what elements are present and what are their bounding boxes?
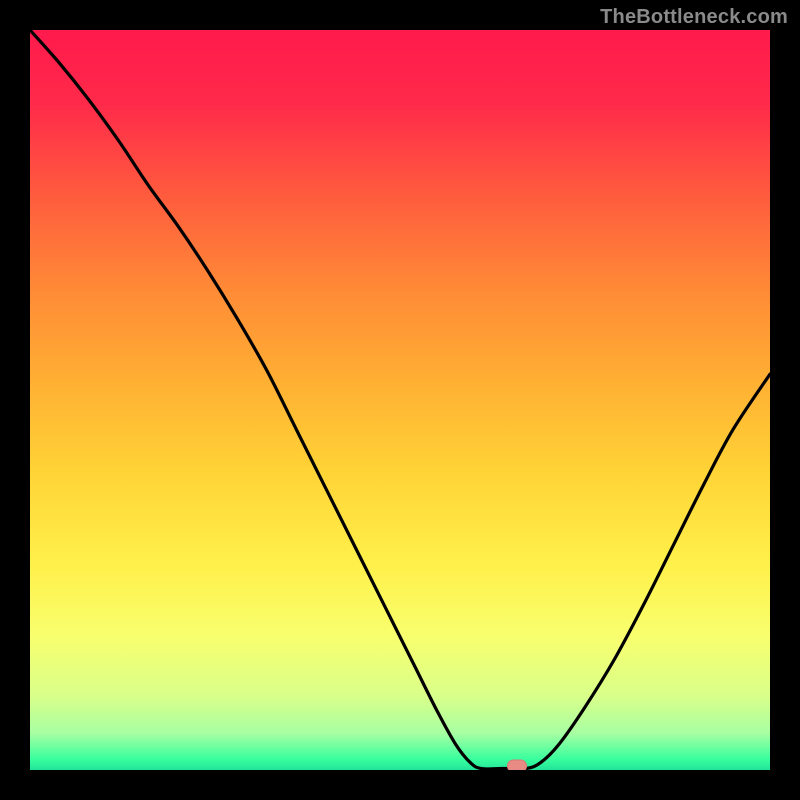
watermark-text: TheBottleneck.com: [600, 6, 788, 29]
plot-area: [30, 30, 770, 770]
chart-container: TheBottleneck.com: [0, 0, 800, 800]
bottleneck-curve: [30, 30, 770, 770]
optimal-point-marker: [507, 760, 527, 770]
